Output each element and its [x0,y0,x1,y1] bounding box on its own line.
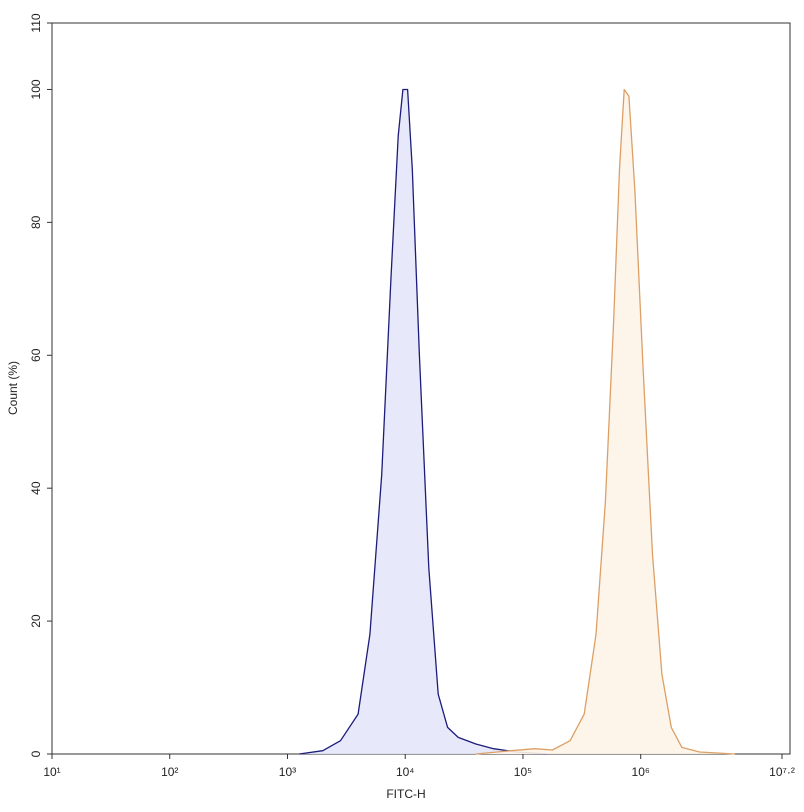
y-axis-title: Count (%) [6,361,20,415]
y-tick-label: 60 [29,348,43,362]
x-tick-label: 10³ [279,765,296,779]
x-tick-label: 10⁴ [396,765,415,779]
histogram-area [475,88,735,755]
histogram-area [299,88,547,755]
x-tick-label: 10⁵ [514,765,532,779]
x-tick-label: 10⁶ [632,765,650,779]
x-axis-title: FITC-H [386,787,425,801]
x-tick-label: 10² [161,765,178,779]
y-tick-label: 40 [29,481,43,495]
x-tick-label: 10⁷·² [769,765,795,779]
y-tick-label: 80 [29,215,43,229]
y-tick-label: 0 [29,750,43,757]
y-tick-label: 20 [29,614,43,628]
y-tick-label: 100 [29,79,43,99]
x-tick-label: 10¹ [43,765,60,779]
y-tick-label: 110 [29,13,43,32]
